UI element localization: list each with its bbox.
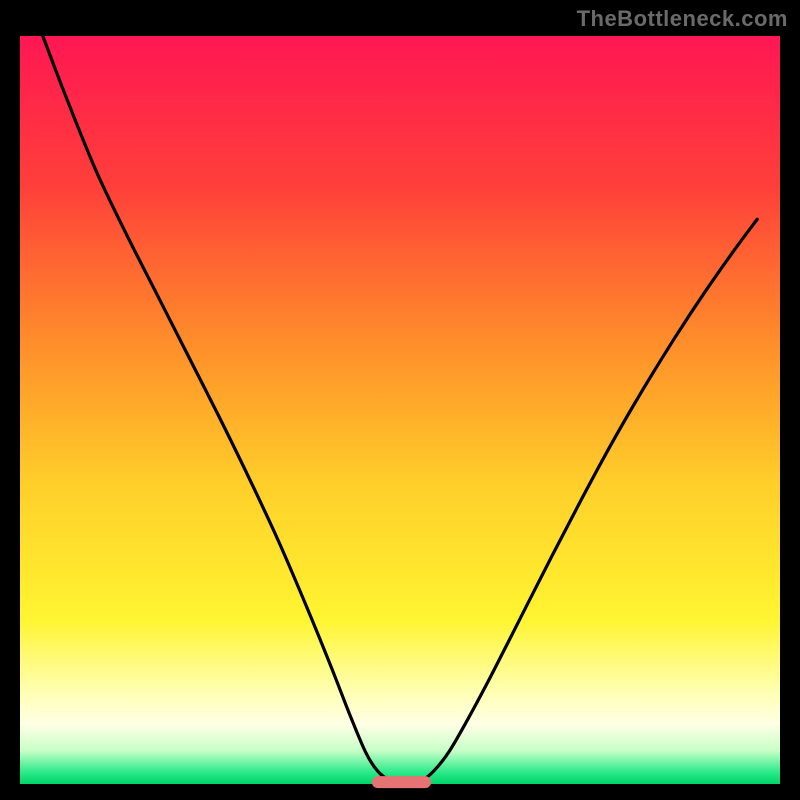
attribution-label: TheBottleneck.com	[577, 6, 788, 32]
bottleneck-chart	[0, 0, 800, 800]
plot-background	[20, 36, 780, 784]
chart-container: TheBottleneck.com	[0, 0, 800, 800]
optimal-marker	[372, 776, 431, 788]
